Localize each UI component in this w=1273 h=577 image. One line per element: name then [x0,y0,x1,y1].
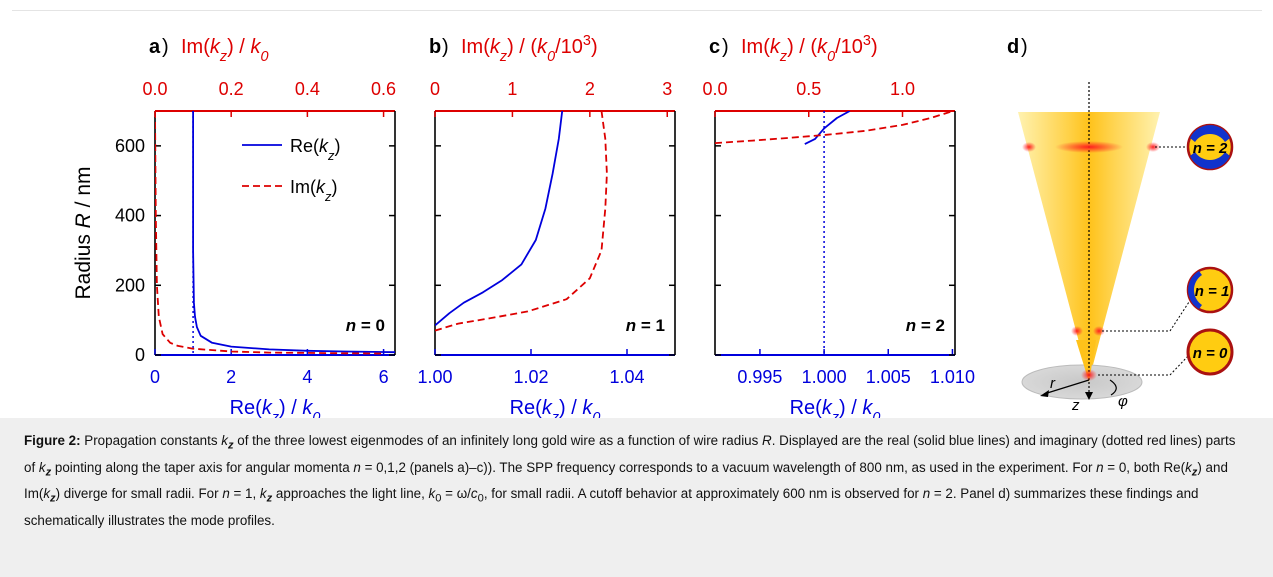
panel-label-b: b [429,36,441,58]
mode-label-n2: n = 2 [1193,140,1228,157]
y-axis-title: Radius R / nm [72,166,95,299]
bottom-tick-label: 6 [379,367,389,387]
legend-label-re: Re(kz) [290,136,341,163]
mode-spot-n2-left [1022,142,1036,152]
panel-a: a) Im(kz) / k0 Re(kz) / k0 0 2 4 6 0.0 0.2 0.4 0.6… [72,36,396,418]
bottom-tick-label: 1.00 [417,367,452,387]
figure-2: a) Im(kz) / k0 Re(kz) / k0 0 2 4 6 0.0 0.2 0.4 0.6… [72,33,1234,418]
y-tick-label: 400 [115,206,145,226]
mode-spot-n2-right [1146,142,1160,152]
series-re-kz [804,111,851,145]
bottom-tick-label: 1.02 [513,367,548,387]
panel-b: b) Im(kz) / (k0/103) Re(kz) / k0 1.00 1.02 1.… [417,33,676,418]
top-tick-label: 0.2 [219,79,244,99]
r-arrow [1043,379,1090,395]
y-tick-label: 0 [135,345,145,365]
panel-label-paren: ) [442,36,449,58]
leader-n0 [1098,354,1190,376]
r-arrow-head [1040,390,1049,397]
mode-spot-n1-left [1071,326,1083,336]
series-re-kz [435,111,564,327]
mode-profile-n0: n = 0 [1186,328,1234,376]
caption-label: Figure 2: [24,433,81,448]
top-tick-label: 0.0 [702,79,727,99]
bottom-tick-label: 2 [226,367,236,387]
bottom-tick-label: 1.005 [866,367,911,387]
mode-profile-n2: n = 2 [1186,123,1234,171]
panel-c: c) Im(kz) / (k0/103) Re(kz) / k0 0.995 1.000… [702,33,974,418]
bottom-tick-label: 1.04 [609,367,644,387]
top-tick-label: 0 [430,79,440,99]
top-axis-title: Im(kz) / (k0/103) [741,33,878,65]
panel-label-paren: ) [162,36,169,58]
figure-top-border [12,10,1262,11]
mode-schematic: d ) r z φ n = 2 n [1007,36,1234,414]
leader-n1 [1102,301,1190,332]
bottom-tick-label: 0.995 [737,367,782,387]
bottom-axis-title: Re(kz) / k0 [510,397,601,418]
mode-spot-n0 [1081,369,1097,381]
panel-label-paren: ) [722,36,729,58]
top-tick-label: 0.0 [142,79,167,99]
phi-label: φ [1118,393,1128,410]
panel-label-c: c [709,36,720,58]
bottom-tick-label: 0 [150,367,160,387]
y-tick-label: 200 [115,275,145,295]
panel-label-d-paren: ) [1021,36,1028,58]
bottom-tick-label: 1.010 [930,367,975,387]
mode-spot-n2-center [1055,141,1123,153]
top-tick-label: 0.6 [371,79,396,99]
mode-annotation: n = 0 [346,316,385,335]
top-tick-label: 3 [662,79,672,99]
series-im-kz [435,111,608,332]
legend-label-im: Im(kz) [290,177,337,204]
taper-tip [1076,340,1096,382]
panel-label-a: a [149,36,161,58]
mode-annotation: n = 2 [906,316,945,335]
mode-label-n0: n = 0 [1193,345,1228,362]
panel-label-d: d [1007,36,1019,58]
bottom-axis-title: Re(kz) / k0 [230,397,321,418]
series-im-kz [155,111,384,355]
top-tick-label: 1 [507,79,517,99]
bottom-tick-label: 1.000 [802,367,847,387]
top-axis-title: Im(kz) / (k0/103) [461,33,598,65]
mode-profile-n1: n = 1 [1186,266,1234,314]
mode-spot-n1-right [1093,326,1105,336]
top-axis-title: Im(kz) / k0 [181,36,268,65]
bottom-tick-label: 4 [302,367,312,387]
y-tick-label: 600 [115,136,145,156]
plots-layer: a) Im(kz) / k0 Re(kz) / k0 0 2 4 6 0.0 0.2 0.4 0.6… [72,33,975,418]
top-tick-label: 0.5 [796,79,821,99]
z-label: z [1071,397,1080,414]
r-label: r [1050,375,1056,392]
series-im-kz [715,111,954,144]
top-tick-label: 1.0 [890,79,915,99]
phi-arc [1109,379,1117,396]
bottom-axis-title: Re(kz) / k0 [790,397,881,418]
z-arrow-head [1085,392,1093,400]
mode-annotation: n = 1 [626,316,665,335]
top-tick-label: 0.4 [295,79,320,99]
caption-text: Propagation constants kz of the three lo… [24,433,1236,529]
figure-caption: Figure 2: Propagation constants kz of th… [0,418,1273,577]
mode-label-n1: n = 1 [1195,283,1230,300]
series-re-kz [192,111,395,354]
top-tick-label: 2 [585,79,595,99]
